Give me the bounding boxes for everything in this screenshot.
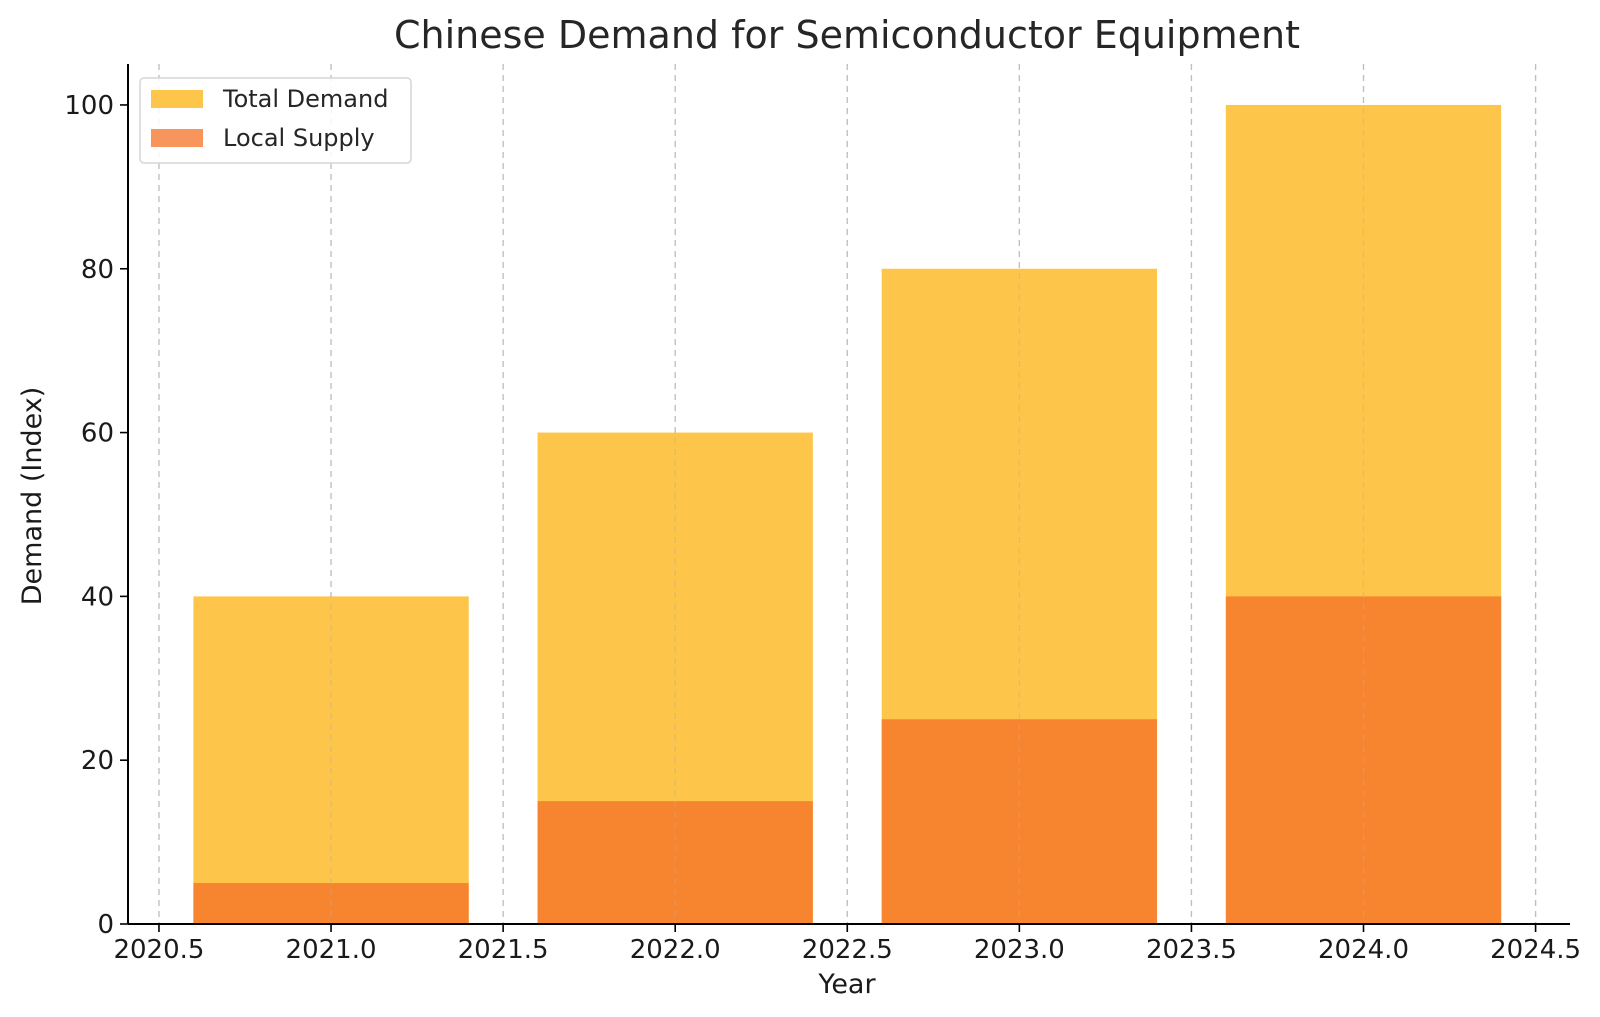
x-tick-label-2: 2021.5 bbox=[458, 935, 549, 965]
y-axis-title: Demand (Index) bbox=[17, 387, 48, 605]
y-tick-label-3: 60 bbox=[81, 419, 114, 449]
y-ticks: 0 20 40 60 80 100 bbox=[64, 91, 128, 940]
legend: Total Demand Local Supply bbox=[139, 77, 412, 164]
bar-series-1-3 bbox=[1225, 596, 1502, 924]
axes bbox=[127, 64, 1570, 925]
x-tick-label-6: 2023.5 bbox=[1146, 935, 1237, 965]
y-tick-label-5: 100 bbox=[64, 91, 114, 121]
x-tick-label-1: 2021.0 bbox=[286, 935, 377, 965]
chart-title: Chinese Demand for Semiconductor Equipme… bbox=[394, 13, 1300, 57]
y-tick-label-4: 80 bbox=[81, 255, 114, 285]
x-tick-label-8: 2024.5 bbox=[1490, 935, 1581, 965]
legend-label-1: Local Supply bbox=[223, 124, 375, 152]
x-tick-label-0: 2020.5 bbox=[113, 935, 204, 965]
bars bbox=[158, 64, 1537, 924]
bar-series-0-0 bbox=[193, 596, 469, 924]
y-tick-label-1: 20 bbox=[81, 746, 114, 776]
x-ticks: 2020.5 2021.0 2021.5 2022.0 2022.5 2023.0 2023… bbox=[113, 924, 1581, 965]
x-tick-label-4: 2022.5 bbox=[802, 935, 893, 965]
bar-series-1-0 bbox=[193, 883, 469, 924]
legend-label-0: Total Demand bbox=[222, 85, 388, 113]
x-axis-title: Year bbox=[817, 969, 876, 1000]
legend-swatch-0 bbox=[151, 90, 203, 108]
bar-series-1-1 bbox=[537, 801, 813, 924]
y-tick-label-0: 0 bbox=[97, 910, 114, 940]
legend-box bbox=[139, 77, 412, 164]
x-tick-label-5: 2023.0 bbox=[974, 935, 1065, 965]
y-tick-label-2: 40 bbox=[81, 582, 114, 612]
x-tick-label-7: 2024.0 bbox=[1318, 935, 1409, 965]
bar-series-1-2 bbox=[881, 719, 1158, 924]
x-tick-label-3: 2022.0 bbox=[630, 935, 721, 965]
legend-swatch-1 bbox=[151, 129, 203, 147]
